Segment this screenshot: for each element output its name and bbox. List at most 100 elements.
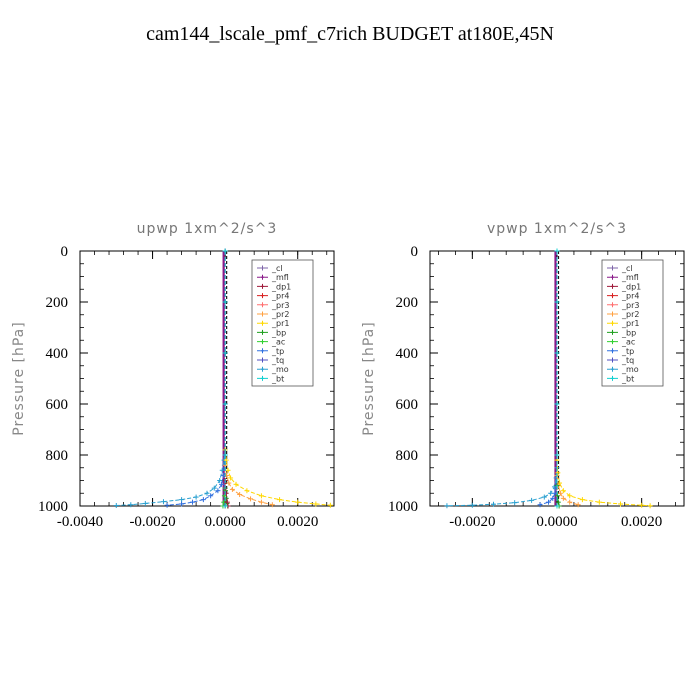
chart-title: upwp 1xm^2/s^3: [137, 221, 278, 237]
data-point: [248, 496, 254, 502]
legend-marker: [260, 375, 265, 381]
legend-item: _mfl: [257, 273, 289, 282]
data-point: [233, 481, 239, 487]
data-point: [211, 485, 217, 491]
data-point: [208, 493, 214, 499]
legend: _cl_mfl_dp1_pr4_pr3_pr2_pr1_bp_ac_tp_tq_…: [251, 259, 314, 387]
legend-label: _pr1: [621, 319, 639, 328]
series-pr1: [554, 457, 653, 509]
series-pr2: [222, 462, 275, 508]
legend-item: _pr3: [257, 301, 289, 310]
legend-label: _pr3: [621, 301, 639, 310]
data-point: [567, 499, 573, 505]
x-tick-label: -0.0020: [449, 514, 495, 530]
series-line: [224, 465, 273, 506]
data-point: [546, 499, 552, 505]
legend-marker: [610, 329, 615, 335]
legend-marker: [260, 265, 265, 271]
data-point: [269, 502, 275, 508]
legend-label: _mfl: [271, 273, 289, 282]
legend-label: _ac: [621, 338, 635, 347]
legend-marker: [260, 283, 265, 289]
legend-item: _tq: [607, 356, 634, 365]
legend-label: _tp: [271, 347, 284, 356]
legend-marker: [610, 375, 615, 381]
legend-label: _tq: [621, 356, 634, 365]
legend-marker: [610, 283, 615, 289]
x-tick-label: 0.0020: [277, 514, 318, 530]
data-point: [554, 452, 560, 458]
legend-marker: [610, 320, 615, 326]
data-point: [647, 503, 653, 509]
y-tick-label: 0: [411, 244, 419, 260]
data-point: [222, 248, 228, 254]
data-point: [223, 457, 229, 463]
legend-item: _bt: [257, 374, 284, 383]
legend-marker: [260, 329, 265, 335]
x-tick-label: 0.0000: [205, 514, 246, 530]
legend-marker: [260, 293, 265, 299]
data-point: [491, 501, 496, 507]
y-tick-label: 600: [396, 397, 419, 413]
legend-item: _ac: [607, 338, 635, 347]
data-point: [179, 497, 185, 503]
legend-label: _tq: [271, 356, 284, 365]
legend-item: _cl: [607, 264, 633, 273]
y-tick-label: 800: [396, 448, 419, 464]
data-point: [550, 495, 556, 501]
legend: _cl_mfl_dp1_pr4_pr3_pr2_pr1_bp_ac_tp_tq_…: [601, 259, 664, 387]
legend-label: _pr4: [621, 292, 639, 301]
legend-label: _cl: [621, 264, 633, 273]
data-point: [204, 490, 210, 496]
data-point: [222, 350, 228, 356]
series-line: [556, 475, 579, 506]
legend-label: _pr1: [271, 319, 289, 328]
legend-marker: [260, 320, 265, 326]
legend-item: _pr3: [607, 301, 639, 310]
legend-item: _pr2: [607, 310, 639, 319]
data-point: [555, 470, 561, 476]
data-point: [541, 494, 547, 500]
data-point: [164, 502, 170, 508]
data-point: [327, 502, 333, 508]
data-point: [579, 497, 585, 503]
data-point: [548, 490, 554, 496]
data-point: [554, 350, 560, 356]
data-point: [223, 490, 229, 496]
legend-marker: [610, 265, 615, 271]
y-tick-label: 200: [46, 295, 69, 311]
series-line: [167, 454, 226, 506]
legend-item: _bt: [607, 374, 634, 383]
data-point: [313, 501, 319, 507]
data-point: [277, 497, 283, 503]
series-line: [556, 460, 651, 507]
data-point: [537, 502, 543, 508]
legend-label: _ac: [271, 338, 285, 347]
legend-item: _bp: [607, 328, 636, 337]
series-mo: [113, 447, 228, 508]
x-tick-label: 0.0000: [536, 514, 577, 530]
legend-item: _pr1: [257, 319, 289, 328]
legend-marker: [610, 357, 615, 363]
data-point: [222, 401, 228, 407]
y-tick-label: 400: [46, 346, 69, 362]
chart-panel-1: upwp 1xm^2/s^3 Pressure [hPa] -0.0040 -0.00…: [11, 221, 335, 530]
series-line: [446, 467, 558, 507]
series-pr1: [222, 447, 333, 508]
data-point: [295, 499, 301, 505]
data-point: [596, 499, 602, 505]
y-tick-label: 0: [61, 244, 69, 260]
series-line: [224, 449, 331, 506]
figure-title: cam144_lscale_pmf_c7rich BUDGET at180E,4…: [146, 23, 554, 45]
series-line: [224, 480, 229, 507]
legend-label: _bp: [621, 328, 636, 337]
legend-marker: [260, 366, 265, 372]
legend-label: _pr2: [271, 310, 289, 319]
legend-marker: [260, 348, 265, 354]
legend-item: _mo: [257, 365, 289, 374]
y-tick-label: 800: [46, 448, 69, 464]
legend-item: _dp1: [607, 282, 641, 291]
data-point: [258, 493, 264, 499]
data-point: [529, 497, 535, 503]
y-tick-label: 1000: [388, 499, 418, 515]
